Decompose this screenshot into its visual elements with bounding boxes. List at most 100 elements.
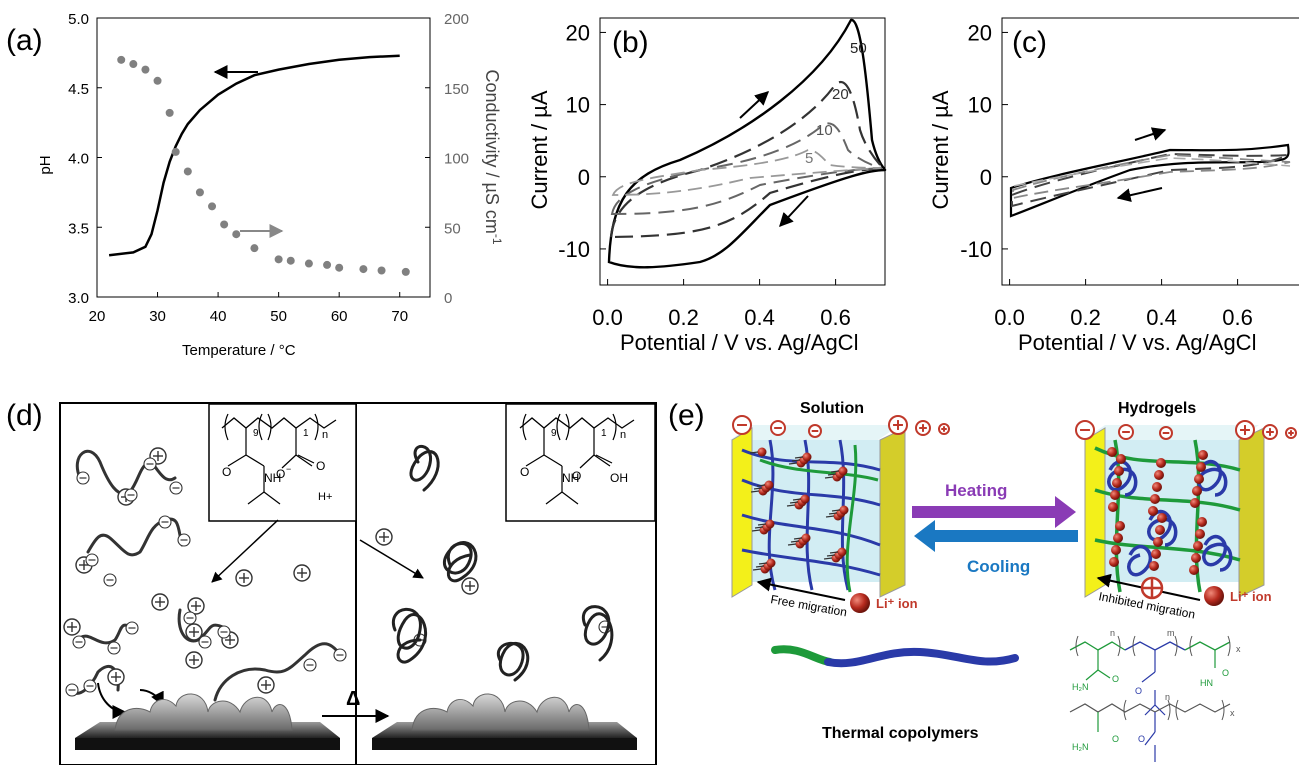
y2-tick-label-a: 50 bbox=[444, 220, 461, 237]
x-axis-title-a: Temperature / °C bbox=[182, 342, 296, 359]
li-ion bbox=[1108, 502, 1118, 512]
arrow-anodic-b bbox=[739, 91, 770, 119]
x-tick-label-a: 70 bbox=[391, 308, 408, 325]
li-ion-right bbox=[1204, 586, 1224, 606]
y-tick-label: 0 bbox=[980, 165, 992, 190]
li-ion bbox=[1191, 553, 1201, 563]
li-ion bbox=[837, 547, 847, 557]
chart-a: (a) 20 30 40 50 60 70 3.0 3.5 4.0 4.5 5.0 0 50 100 1… bbox=[6, 11, 504, 359]
li-ion bbox=[1116, 454, 1126, 464]
cv-curve-c-4 bbox=[1013, 157, 1291, 187]
schematic-d: (d) 9 1 n O NH O − O H+ bbox=[6, 399, 657, 765]
li-ion bbox=[764, 480, 774, 490]
arrow-anodic-c bbox=[1134, 127, 1167, 141]
y2-axis-title-a: Conductivity / µS cm-1 bbox=[482, 69, 504, 244]
li-ion-left bbox=[850, 593, 870, 613]
li-ion bbox=[1154, 470, 1164, 480]
x-axis-title-b: Potential / V vs. Ag/AgCl bbox=[620, 330, 858, 355]
li-ion bbox=[1153, 537, 1163, 547]
panel-label-b: (b) bbox=[612, 26, 649, 59]
svg-text:H₂N: H₂N bbox=[1072, 742, 1089, 752]
li-ion bbox=[1112, 478, 1122, 488]
svg-text:H+: H+ bbox=[318, 491, 332, 503]
li-ion bbox=[1195, 529, 1205, 539]
x-tick-label: 0.4 bbox=[744, 305, 775, 330]
y-tick-label-a: 3.5 bbox=[68, 220, 89, 237]
li-ion-right-label: Li⁺ ion bbox=[1230, 589, 1272, 604]
arrow-cathodic-b bbox=[779, 195, 809, 228]
y-tick-label: -10 bbox=[558, 237, 590, 262]
ion-approach-arrow bbox=[97, 682, 127, 719]
y-tick-label-a: 4.5 bbox=[68, 81, 89, 98]
x-tick-label: 0.2 bbox=[1070, 305, 1101, 330]
chart-c: (c) 0.0 0.2 0.4 0.6 -10 0 10 20 Potential / V … bbox=[928, 17, 1299, 355]
li-ion bbox=[1196, 462, 1206, 472]
svg-text:O: O bbox=[520, 465, 529, 479]
svg-text:NH: NH bbox=[562, 471, 579, 485]
heating-label: Heating bbox=[945, 481, 1007, 500]
schematic-e: (e) Solution Hydrogels Heating bbox=[668, 399, 1297, 762]
li-ion bbox=[802, 452, 812, 462]
free-migration-label: Free migration bbox=[769, 592, 848, 619]
conductivity-point bbox=[359, 265, 368, 274]
svg-text:n: n bbox=[1110, 628, 1115, 638]
svg-text:n: n bbox=[1165, 692, 1170, 702]
x-tick-label: 0.0 bbox=[994, 305, 1025, 330]
li-ion bbox=[765, 519, 775, 529]
li-ion bbox=[1113, 533, 1123, 543]
y-tick-label: 20 bbox=[566, 20, 590, 45]
chart-b: (b) 0.0 0.2 0.4 0.6 -10 0 10 20 50 20 10 5 Pot… bbox=[527, 17, 887, 355]
conductivity-point bbox=[208, 202, 217, 211]
li-ion bbox=[1109, 557, 1119, 567]
svg-text:9: 9 bbox=[253, 428, 259, 439]
free-migration-arrow bbox=[756, 577, 846, 601]
y2-tick-label-a: 200 bbox=[444, 11, 469, 28]
conductivity-point bbox=[153, 76, 162, 85]
x-tick-label: 0.6 bbox=[820, 305, 851, 330]
plot-frame-b bbox=[599, 17, 886, 286]
li-ion bbox=[1152, 482, 1162, 492]
li-ion bbox=[1156, 458, 1166, 468]
polymer-chains-collapsed bbox=[391, 445, 614, 682]
svg-text:n: n bbox=[322, 429, 328, 441]
conductivity-point bbox=[250, 244, 259, 253]
svg-text:O: O bbox=[1112, 674, 1119, 684]
svg-text:O: O bbox=[572, 469, 581, 483]
structure-protonated: 9 1 n O NH O OH bbox=[505, 403, 656, 522]
cooling-arrow bbox=[914, 520, 1078, 552]
conductivity-point bbox=[141, 65, 150, 74]
curve-label-50: 50 bbox=[850, 40, 867, 57]
arrow-cathodic-c bbox=[1116, 187, 1163, 203]
y-tick-label: 10 bbox=[968, 93, 992, 118]
heating-arrow bbox=[912, 496, 1076, 528]
svg-text:x: x bbox=[1236, 644, 1241, 654]
li-ion bbox=[757, 447, 767, 457]
svg-text:O: O bbox=[1222, 668, 1229, 678]
svg-text:O: O bbox=[1135, 686, 1142, 696]
pointer-arrow-right bbox=[359, 539, 424, 579]
li-ion bbox=[839, 505, 849, 515]
copolymer-structure: n m x H₂N O O HN O H₂N O O n x bbox=[1069, 628, 1241, 762]
conductivity-point bbox=[165, 108, 174, 117]
li-ion bbox=[1149, 561, 1159, 571]
svg-text:O: O bbox=[222, 465, 231, 479]
conductivity-point bbox=[286, 256, 295, 265]
conductivity-point bbox=[117, 55, 126, 64]
plot-frame-a bbox=[96, 17, 431, 298]
y-axis-title-b: Current / µA bbox=[527, 90, 552, 209]
cv-curve-50 bbox=[607, 18, 887, 269]
x-tick-label: 0.6 bbox=[1222, 305, 1253, 330]
conductivity-point bbox=[323, 260, 332, 269]
panel-label-e: (e) bbox=[668, 399, 705, 432]
svg-text:O: O bbox=[276, 467, 285, 481]
li-ion bbox=[1151, 549, 1161, 559]
svg-text:n: n bbox=[620, 429, 626, 441]
electrode-left bbox=[75, 693, 340, 750]
solution-title: Solution bbox=[800, 400, 864, 417]
cell-solution bbox=[730, 425, 906, 598]
cv-curve-10 bbox=[610, 122, 883, 216]
y-axis-title-c: Current / µA bbox=[928, 90, 953, 209]
svg-text:9: 9 bbox=[551, 428, 557, 439]
copolymer-label: Thermal copolymers bbox=[822, 725, 979, 742]
svg-text:HN: HN bbox=[1200, 678, 1213, 688]
